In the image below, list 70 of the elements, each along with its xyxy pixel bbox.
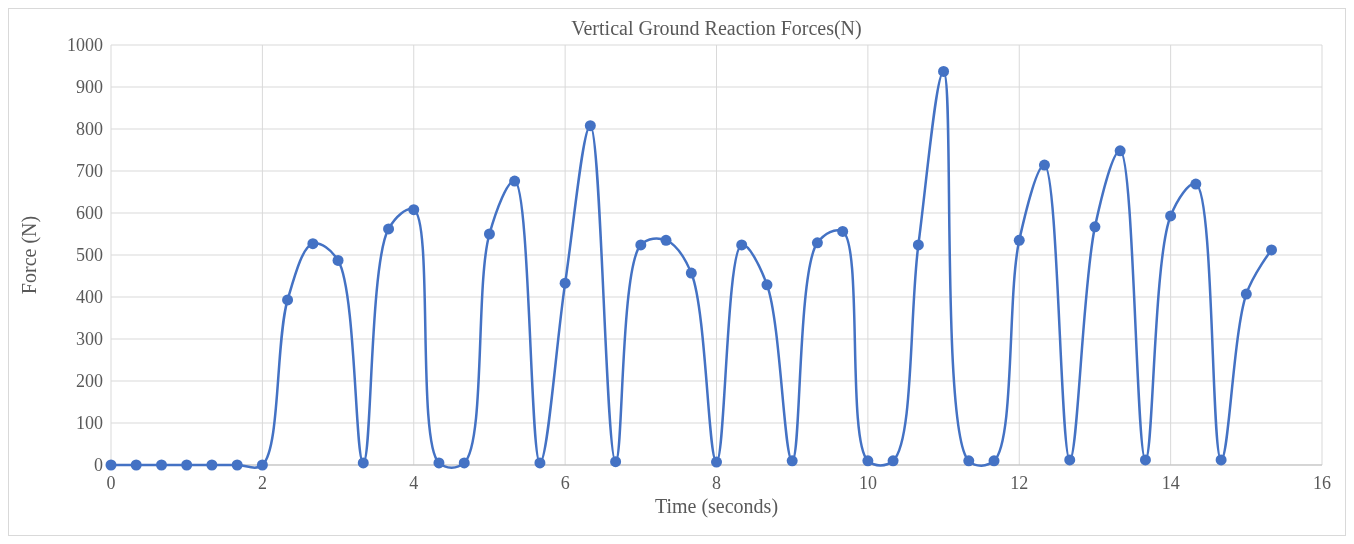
point: [1114, 145, 1126, 157]
x-tick-label: 4: [409, 473, 419, 493]
x-tick-label: 2: [257, 473, 267, 493]
point: [660, 234, 672, 246]
point: [458, 457, 470, 469]
y-tick-label: 200: [76, 371, 103, 392]
y-tick-label: 900: [76, 77, 103, 98]
point: [711, 456, 722, 468]
chart-title: Vertical Ground Reaction Forces(N): [571, 17, 862, 40]
point: [282, 294, 294, 306]
point: [761, 279, 773, 291]
point: [837, 225, 849, 237]
x-tick-label: 10: [858, 473, 877, 493]
point: [130, 459, 142, 471]
x-tick-label: 8: [712, 473, 721, 493]
point: [332, 254, 344, 266]
point: [887, 455, 899, 467]
point: [1089, 221, 1101, 233]
point: [433, 457, 445, 469]
point: [736, 239, 748, 251]
y-tick-label: 600: [76, 203, 103, 224]
x-tick-label: 6: [560, 473, 570, 493]
point: [811, 237, 823, 249]
point: [963, 455, 975, 467]
point: [307, 238, 319, 250]
point: [938, 65, 950, 77]
point: [1266, 244, 1278, 256]
x-axis-title: Time (seconds): [654, 495, 779, 518]
y-tick-label: 800: [76, 119, 103, 140]
point: [105, 459, 117, 471]
point: [483, 228, 495, 240]
point: [155, 459, 167, 471]
point: [357, 457, 369, 469]
point: [1064, 454, 1076, 466]
point: [408, 204, 420, 216]
point: [1013, 234, 1025, 246]
point: [1165, 210, 1177, 222]
point: [509, 175, 521, 187]
point: [862, 455, 874, 467]
point: [1139, 454, 1151, 466]
y-tick-label: 100: [76, 413, 103, 434]
point: [635, 239, 647, 251]
point: [256, 459, 268, 471]
y-tick-label: 500: [76, 245, 103, 266]
x-tick-label: 12: [1010, 473, 1029, 493]
y-tick-label: 300: [76, 329, 103, 350]
point: [1215, 454, 1227, 466]
point: [610, 456, 622, 468]
y-axis-title: Force (N): [18, 215, 41, 295]
x-tick-label: 14: [1161, 473, 1180, 493]
point: [1240, 288, 1252, 300]
x-tick-label: 0: [106, 473, 116, 493]
point: [988, 455, 1000, 467]
y-tick-label: 400: [76, 287, 103, 308]
point: [786, 455, 798, 467]
point: [685, 267, 697, 279]
y-tick-label: 0: [94, 455, 103, 476]
point: [383, 223, 395, 235]
point: [559, 277, 571, 289]
point: [584, 120, 596, 132]
y-tick-label: 700: [76, 161, 103, 182]
point: [912, 239, 924, 251]
point: [181, 459, 193, 471]
point: [534, 457, 546, 469]
point: [231, 459, 243, 471]
point: [1190, 178, 1202, 190]
x-tick-label: 16: [1313, 473, 1331, 493]
point: [206, 459, 218, 471]
point: [1038, 159, 1050, 171]
y-tick-label: 1000: [67, 35, 103, 56]
